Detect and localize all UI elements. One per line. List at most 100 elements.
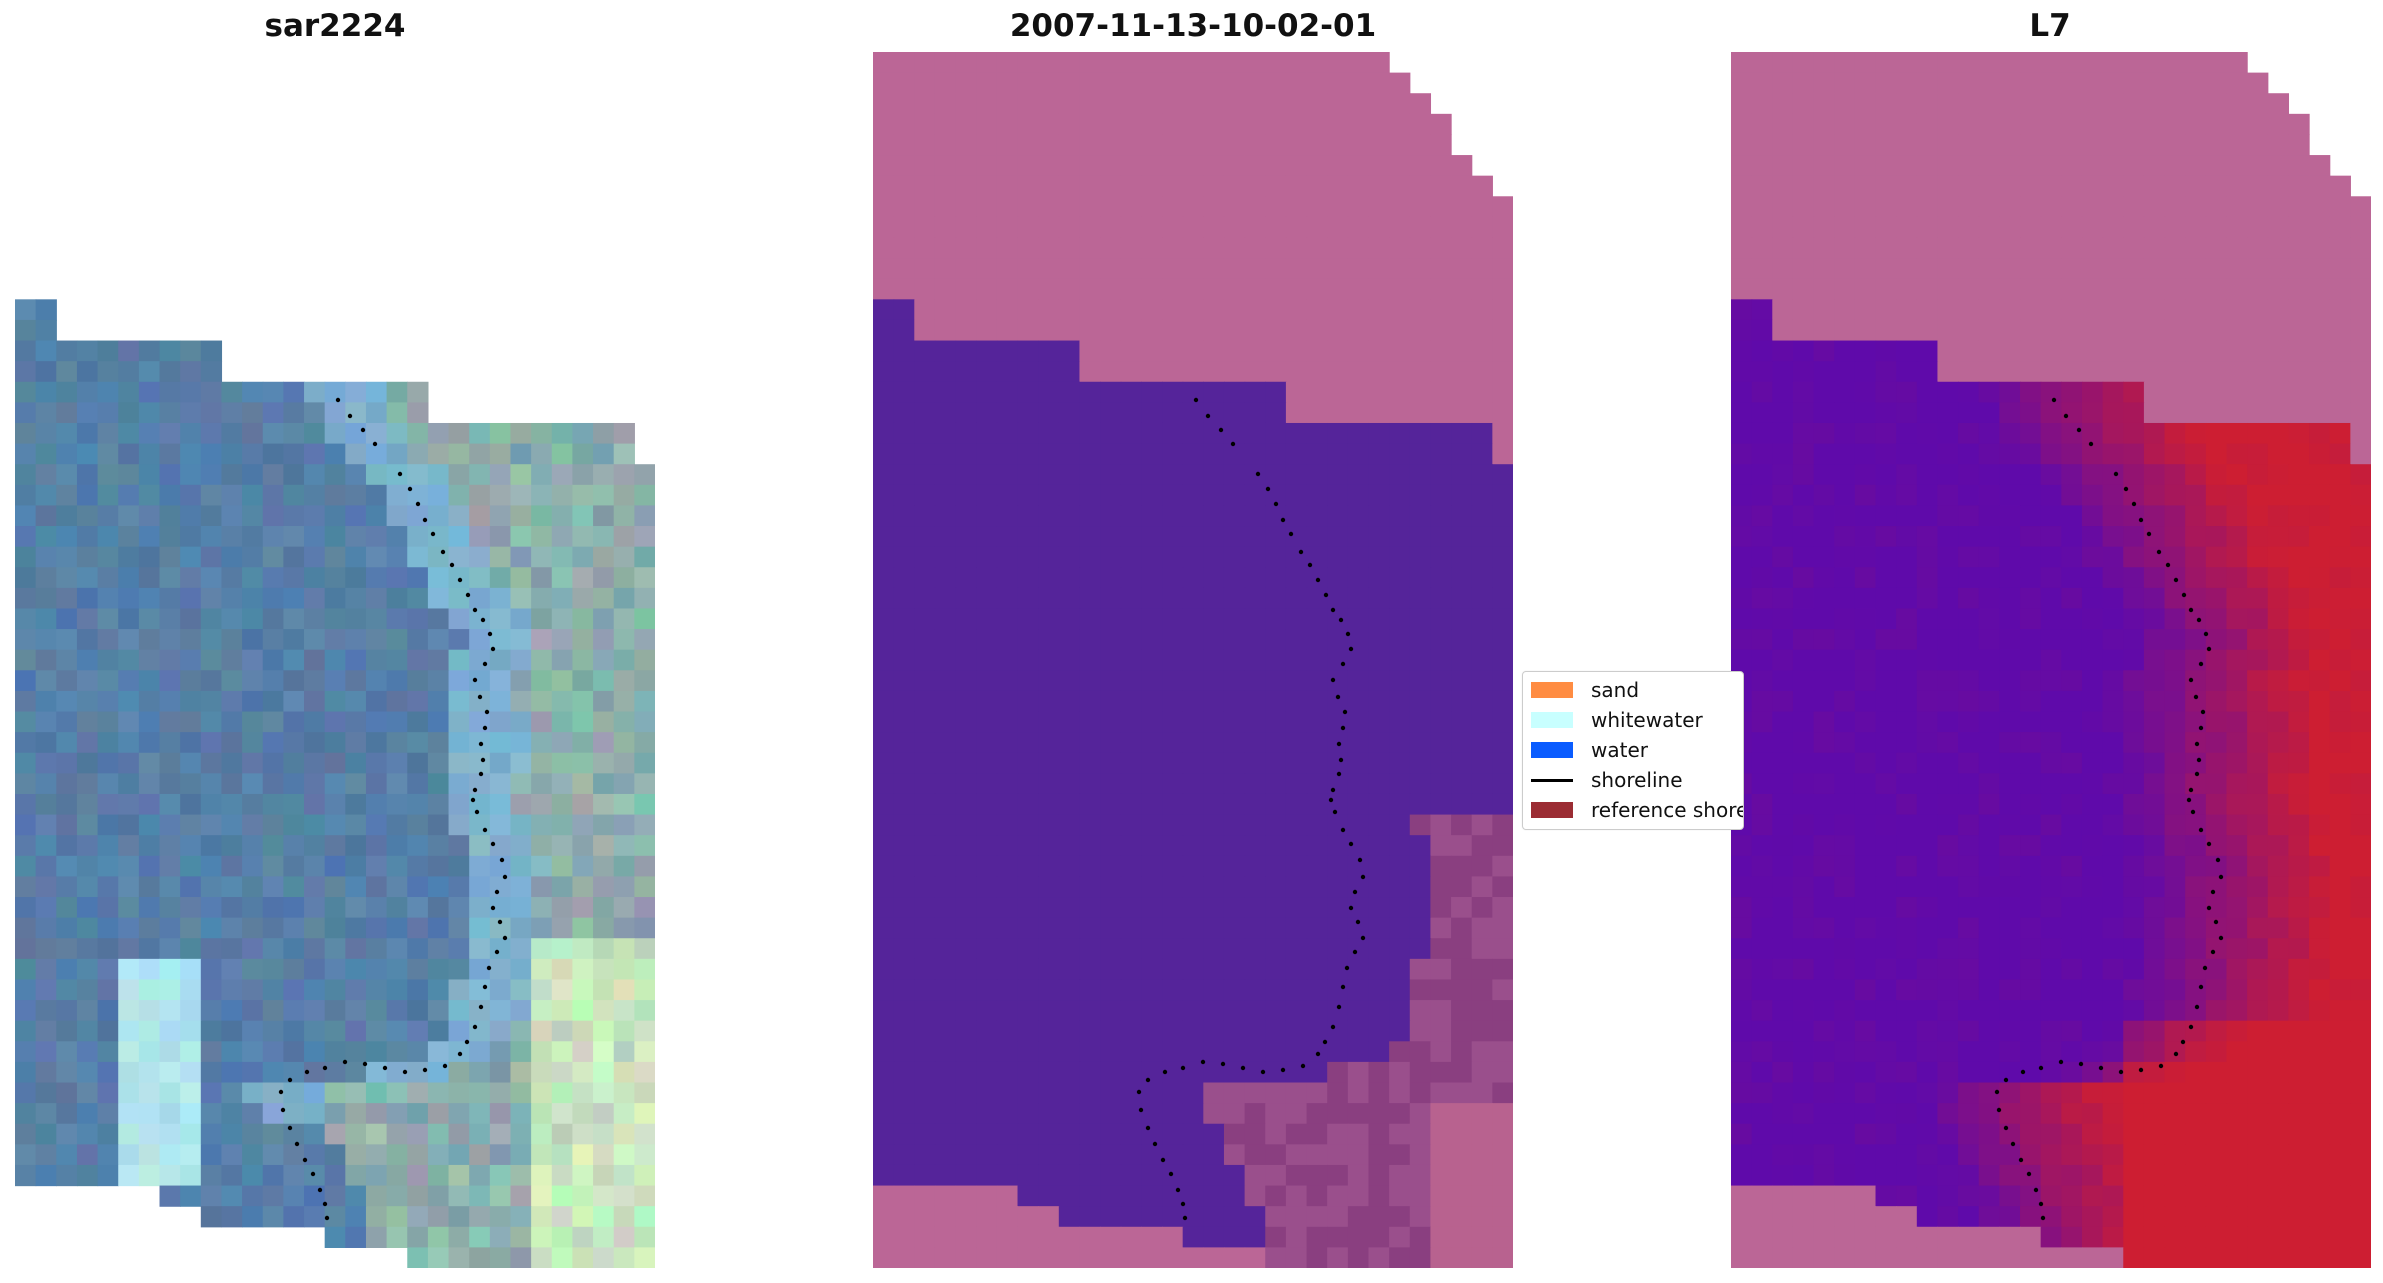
pixel — [1389, 690, 1411, 713]
pixel — [1430, 299, 1452, 321]
pixel — [1958, 793, 1980, 816]
pixel — [1389, 979, 1411, 1001]
pixel — [1389, 1041, 1411, 1063]
pixel — [1347, 1123, 1370, 1145]
pixel — [2288, 237, 2310, 259]
pixel — [180, 938, 202, 960]
pixel — [1162, 1061, 1184, 1084]
pixel — [893, 505, 915, 527]
pixel — [1896, 361, 1918, 383]
pixel — [1265, 608, 1287, 630]
pixel — [2205, 422, 2228, 445]
pixel — [873, 1000, 895, 1022]
pixel — [262, 711, 284, 733]
pixel — [159, 402, 181, 424]
pixel — [551, 567, 574, 589]
pixel — [1772, 299, 1794, 321]
pixel — [221, 381, 243, 403]
pixel — [1389, 876, 1411, 898]
pixel — [2267, 711, 2290, 733]
pixel — [1896, 1000, 1918, 1022]
pixel — [159, 1103, 181, 1125]
pixel — [2350, 773, 2371, 795]
pixel — [97, 876, 119, 898]
pixel — [324, 629, 346, 651]
pixel — [1347, 319, 1370, 342]
pixel — [1306, 134, 1328, 156]
pixel — [1368, 649, 1390, 671]
pixel — [1875, 732, 1897, 754]
pixel — [2164, 793, 2186, 816]
pixel — [1451, 155, 1473, 177]
pixel — [15, 340, 37, 362]
pixel — [159, 1020, 181, 1042]
pixel — [2226, 1185, 2248, 1207]
pixel — [2040, 422, 2062, 445]
pixel — [1223, 93, 1246, 115]
pixel — [2123, 484, 2145, 507]
pixel — [613, 1226, 635, 1248]
pixel — [1937, 690, 1959, 713]
pixel — [2329, 464, 2351, 486]
pixel — [324, 814, 346, 836]
pixel — [1834, 216, 1856, 239]
pixel — [1792, 732, 1815, 754]
pixel — [1223, 505, 1246, 527]
pixel — [262, 464, 284, 486]
pixel — [613, 793, 635, 816]
pixel — [1368, 958, 1390, 981]
pixel — [407, 1020, 429, 1042]
pixel — [510, 711, 532, 733]
pixel — [1389, 752, 1411, 774]
pixel — [1978, 505, 2000, 527]
pixel — [242, 938, 264, 960]
pixel — [386, 690, 408, 713]
pixel — [76, 361, 99, 383]
pixel — [1120, 319, 1142, 342]
pixel — [1772, 1185, 1794, 1207]
pixel — [1079, 1061, 1101, 1084]
pixel — [1203, 1226, 1225, 1248]
pixel — [221, 464, 243, 486]
pixel — [1978, 587, 2000, 610]
pixel — [1285, 1206, 1308, 1228]
pixel — [262, 505, 284, 527]
pixel — [448, 1226, 470, 1248]
pixel — [262, 773, 284, 795]
pixel — [634, 1144, 655, 1166]
pixel — [159, 629, 181, 651]
pixel — [551, 711, 574, 733]
pixel — [2061, 155, 2083, 177]
pixel — [1958, 1123, 1980, 1145]
pixel — [2267, 134, 2290, 156]
pixel — [1285, 814, 1308, 836]
pixel — [1471, 938, 1493, 960]
pixel — [510, 793, 532, 816]
pixel — [1162, 1041, 1184, 1063]
pixel — [97, 711, 119, 733]
pixel — [242, 629, 264, 651]
pixel — [489, 793, 512, 816]
pixel — [2102, 1144, 2124, 1166]
pixel — [1875, 464, 1897, 486]
pixel — [1120, 72, 1142, 94]
pixel — [1079, 1020, 1101, 1042]
pixel — [1731, 587, 1753, 610]
pixel — [180, 381, 202, 403]
pixel — [1999, 443, 2021, 465]
shoreline-point — [1218, 427, 1224, 433]
pixel — [2288, 1103, 2310, 1125]
pixel — [2205, 979, 2228, 1001]
pixel — [1916, 381, 1939, 403]
pixel — [1223, 567, 1246, 589]
pixel — [1120, 855, 1142, 878]
pixel — [242, 484, 264, 507]
pixel — [489, 979, 512, 1001]
pixel — [138, 361, 161, 383]
pixel — [1430, 835, 1452, 857]
pixel — [365, 876, 388, 898]
pixel — [893, 711, 915, 733]
pixel — [1079, 1226, 1101, 1248]
pixel — [1451, 1247, 1473, 1268]
pixel — [1792, 752, 1815, 774]
